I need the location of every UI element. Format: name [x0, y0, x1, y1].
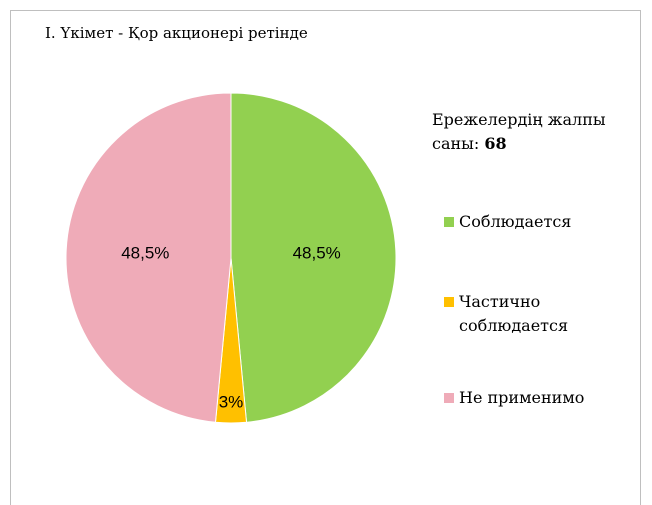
- legend-item: Соблюдается: [444, 210, 634, 234]
- legend-item: Не применимо: [444, 386, 634, 410]
- chart-border: [10, 10, 641, 505]
- legend-label: Частично соблюдается: [459, 292, 569, 335]
- data-label: 48,5%: [293, 243, 341, 262]
- pie-slice: [65, 92, 232, 423]
- pie-slice: [230, 92, 397, 423]
- legend-label: Соблюдается: [459, 212, 572, 231]
- total-value: 68: [484, 134, 507, 153]
- chart-title: I. Үкімет - Қор акционері ретінде: [45, 24, 308, 42]
- data-label: 3%: [219, 393, 244, 412]
- data-label: 48,5%: [121, 243, 169, 262]
- legend-swatch: [444, 393, 454, 403]
- pie: 48,5% 3% 48,5%: [65, 92, 397, 424]
- legend-label: Не применимо: [459, 388, 585, 407]
- legend-swatch: [444, 297, 454, 307]
- legend-item: Частично соблюдается: [444, 290, 634, 338]
- total-label: Ережелердің жалпы саны:: [432, 110, 606, 153]
- legend-swatch: [444, 217, 454, 227]
- legend-title: Ережелердің жалпы саны: 68: [432, 108, 612, 156]
